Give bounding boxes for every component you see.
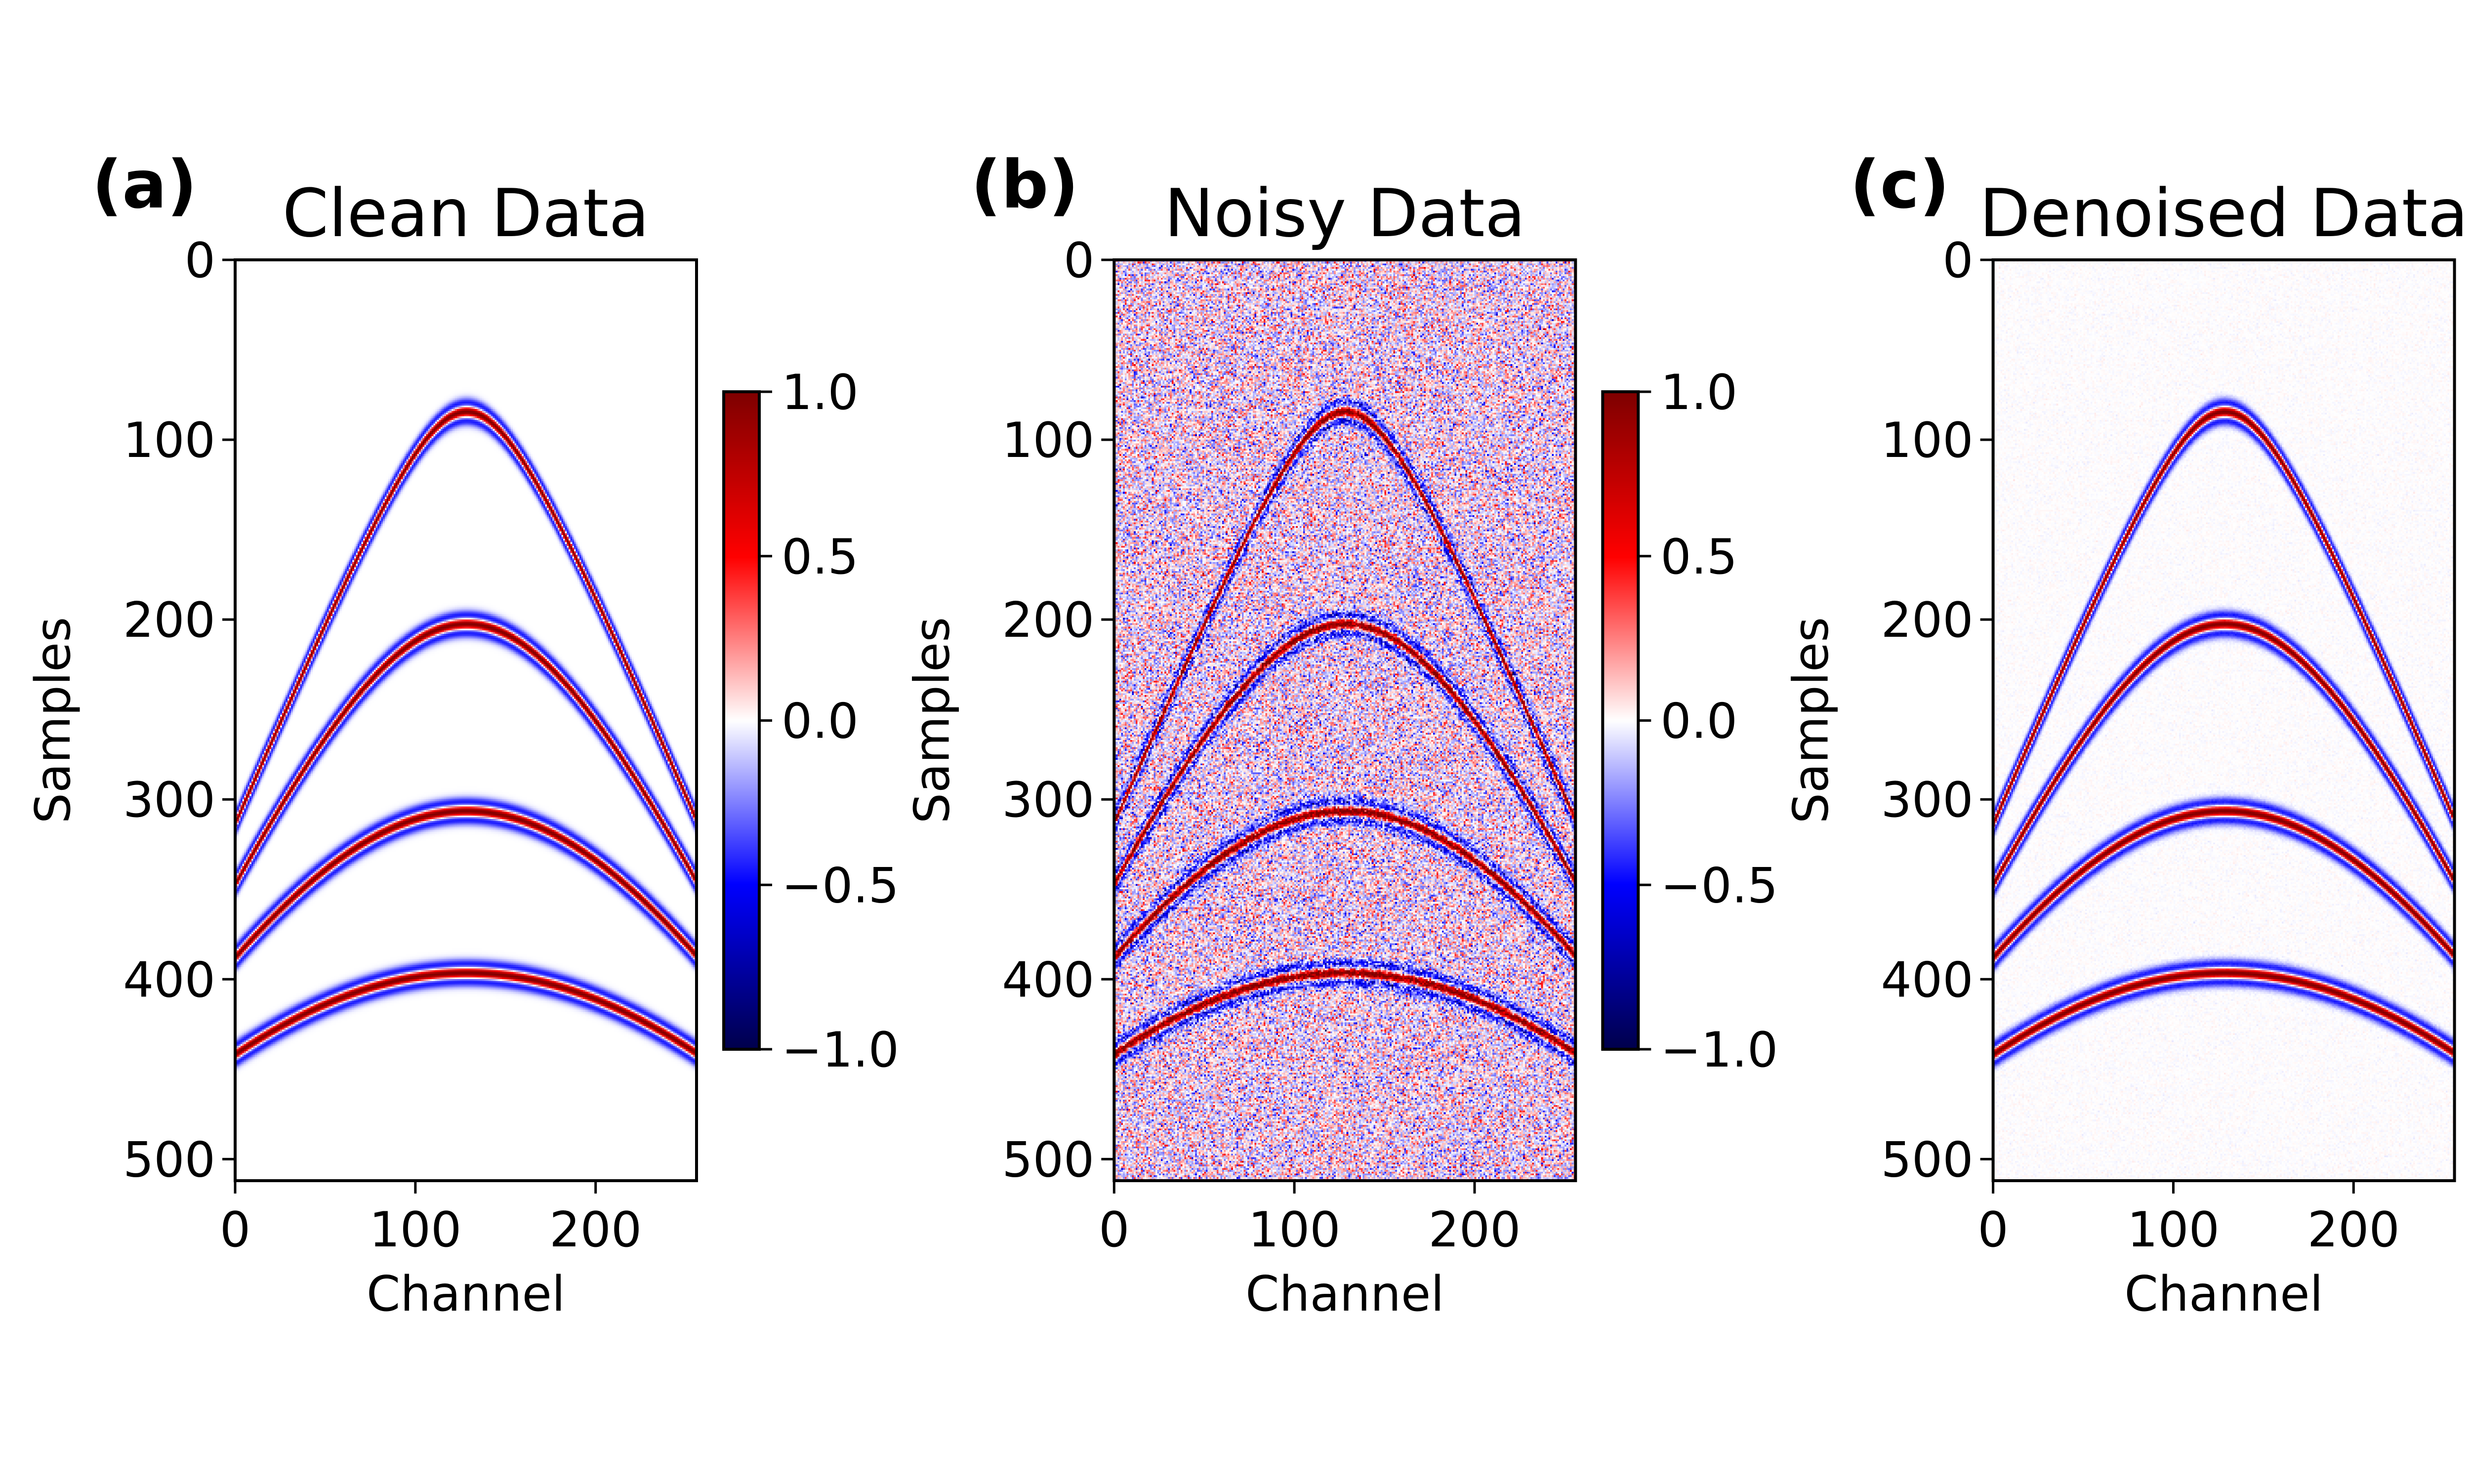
panel-tag: (c) [1850, 146, 1950, 223]
y-tick-label: 500 [123, 1132, 215, 1188]
y-tick-label: 200 [1881, 592, 1974, 649]
y-axis-label: Samples [25, 617, 82, 824]
y-tick-label: 500 [1881, 1132, 1974, 1188]
y-tick-label: 300 [123, 772, 215, 828]
panel-c: (c) Denoised Data Channel Samples 0 100 … [1783, 146, 2469, 1322]
colorbar-gradient [1603, 392, 1639, 1049]
colorbar-tick-label: 0.5 [782, 529, 859, 585]
y-tick-label: 0 [1942, 233, 1973, 289]
panel-tag: (b) [971, 146, 1078, 223]
colorbar-tick-label: 0.0 [1660, 694, 1737, 750]
y-axis-label: Samples [904, 617, 960, 824]
colorbar-tick-label: 1.0 [1660, 365, 1737, 421]
colorbar-tick-label: 0.0 [782, 694, 859, 750]
y-tick-label: 400 [123, 952, 215, 1008]
colorbar-tick-label: −1.0 [782, 1022, 899, 1078]
panel-title: Denoised Data [1979, 175, 2469, 252]
x-tick-label: 100 [369, 1202, 461, 1258]
y-tick-label: 100 [123, 412, 215, 469]
colorbar-gradient [724, 392, 759, 1049]
y-tick-label: 400 [1002, 952, 1094, 1008]
y-tick-label: 100 [1002, 412, 1094, 469]
colorbar-tick-label: −0.5 [1660, 858, 1778, 914]
colorbar-tick-label: 1.0 [782, 365, 859, 421]
y-axis-label: Samples [1783, 617, 1840, 824]
x-tick-label: 100 [1248, 1202, 1341, 1258]
x-tick-label: 200 [549, 1202, 642, 1258]
panel-title: Clean Data [283, 175, 650, 252]
y-tick-label: 0 [185, 233, 215, 289]
heatmap-image-clean [235, 260, 697, 1181]
panel-tag: (a) [92, 146, 197, 223]
x-tick-label: 0 [1977, 1202, 2008, 1258]
panel-a: (a) Clean Data Channel Samples 0 100 200… [25, 146, 899, 1322]
colorbar-tick-label: −0.5 [782, 858, 899, 914]
panel-title: Noisy Data [1164, 175, 1525, 252]
y-tick-label: 400 [1881, 952, 1974, 1008]
panel-b: (b) Noisy Data Channel Samples 0 100 200… [904, 146, 1778, 1322]
colorbar-tick-label: 0.5 [1660, 529, 1737, 585]
y-tick-label: 100 [1881, 412, 1974, 469]
y-tick-label: 300 [1881, 772, 1974, 828]
colorbar-tick-label: −1.0 [1660, 1022, 1778, 1078]
x-tick-label: 0 [220, 1202, 250, 1258]
y-tick-label: 0 [1064, 233, 1094, 289]
y-tick-label: 200 [1002, 592, 1094, 649]
y-tick-label: 200 [123, 592, 215, 649]
x-tick-label: 200 [1428, 1202, 1521, 1258]
x-tick-label: 100 [2127, 1202, 2220, 1258]
x-axis-label: Channel [1245, 1266, 1444, 1322]
y-tick-label: 500 [1002, 1132, 1094, 1188]
x-tick-label: 0 [1099, 1202, 1129, 1258]
x-tick-label: 200 [2307, 1202, 2400, 1258]
y-tick-label: 300 [1002, 772, 1094, 828]
heatmap-image-denoised [1993, 260, 2455, 1181]
x-axis-label: Channel [367, 1266, 565, 1322]
heatmap-image-noisy [1114, 260, 1576, 1181]
x-axis-label: Channel [2124, 1266, 2323, 1322]
